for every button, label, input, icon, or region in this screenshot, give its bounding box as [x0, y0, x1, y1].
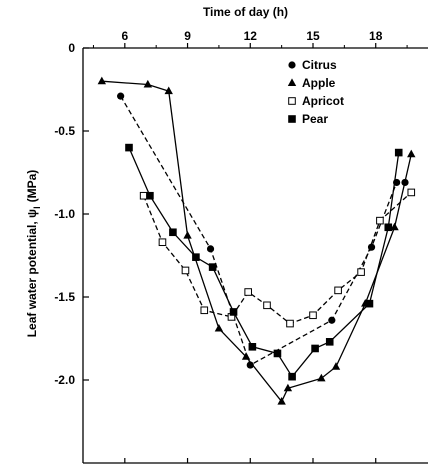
pear-point — [208, 263, 217, 271]
legend-marker-pear — [288, 115, 296, 123]
apple-point — [331, 362, 341, 370]
apple-point — [277, 396, 286, 405]
x-tick-label: 18 — [369, 29, 383, 43]
pear-point — [288, 372, 296, 381]
x-tick-label: 15 — [306, 29, 320, 43]
apricot-point — [244, 288, 252, 296]
apricot-point — [286, 319, 294, 328]
legend: Citrus Apple Apricot Pear — [287, 58, 344, 126]
pear-point — [169, 228, 177, 237]
x-tick-label: 6 — [121, 29, 128, 43]
pear-point — [325, 338, 334, 346]
y-tick-label: -0.5 — [54, 124, 75, 138]
y-tick-label: -1.0 — [54, 207, 75, 221]
pear-point — [146, 191, 154, 200]
apricot-point — [309, 311, 317, 320]
y-axis-ticks: 0 -0.5 -1.0 -1.5 -2.0 — [54, 41, 89, 387]
apple-point — [317, 373, 326, 382]
apple-point — [164, 86, 173, 95]
pear-point — [394, 148, 403, 157]
apple-point — [214, 323, 224, 332]
legend-label-citrus: Citrus — [302, 58, 337, 72]
legend-marker-citrus — [288, 61, 296, 69]
pear-line — [128, 147, 400, 378]
legend-label-pear: Pear — [302, 112, 328, 126]
apple-point — [97, 76, 107, 85]
citrus-line — [120, 95, 405, 367]
apple-point — [241, 352, 251, 360]
citrus-point — [206, 245, 215, 253]
apple-point — [283, 383, 293, 392]
x-tick-label: 9 — [184, 29, 191, 43]
series-apricot — [139, 188, 416, 328]
pear-point — [192, 253, 200, 261]
y-axis-title-main: Leaf water potential, ψ — [25, 209, 39, 337]
apricot-point — [334, 286, 342, 295]
pear-point — [384, 223, 393, 232]
pear-point — [125, 143, 133, 152]
legend-marker-apricot — [288, 97, 296, 105]
legend-marker-apple — [287, 78, 297, 86]
apple-point — [407, 149, 416, 158]
y-tick-label: -1.5 — [54, 290, 75, 304]
plot-frame — [82, 47, 428, 464]
x-axis-title: Time of day (h) — [203, 5, 288, 19]
series-layer — [97, 76, 416, 405]
series-apple — [97, 76, 416, 405]
legend-label-apple: Apple — [302, 76, 336, 90]
x-axis-ticks: 6 9 12 15 18 — [92, 29, 408, 463]
apple-point — [183, 230, 192, 239]
apricot-point — [357, 268, 365, 276]
pear-point — [311, 344, 319, 353]
x-tick-label: 12 — [244, 29, 258, 43]
apple-line — [101, 80, 412, 403]
pear-point — [273, 349, 282, 358]
apple-point — [390, 222, 399, 231]
series-citrus — [117, 92, 409, 369]
apricot-point — [376, 216, 384, 225]
apricot-point — [181, 266, 190, 275]
y-axis-title: Leaf water potential, ψl (MPa) — [25, 170, 42, 338]
y-axis-title-unit: (MPa) — [25, 170, 39, 203]
apricot-point — [263, 301, 271, 310]
pear-point — [229, 308, 238, 316]
apple-point — [143, 79, 153, 88]
apricot-point — [139, 191, 148, 200]
legend-label-apricot: Apricot — [302, 94, 344, 108]
apricot-point — [200, 306, 209, 315]
citrus-point — [328, 316, 336, 324]
pear-point — [248, 343, 257, 351]
apricot-point — [158, 238, 167, 247]
y-tick-label: -2.0 — [54, 373, 75, 387]
pear-point — [365, 299, 374, 308]
series-pear — [125, 143, 403, 381]
y-tick-label: 0 — [68, 41, 75, 55]
y-axis-title-subscript: l — [32, 206, 42, 209]
apricot-point — [407, 188, 416, 197]
citrus-point — [117, 92, 125, 100]
